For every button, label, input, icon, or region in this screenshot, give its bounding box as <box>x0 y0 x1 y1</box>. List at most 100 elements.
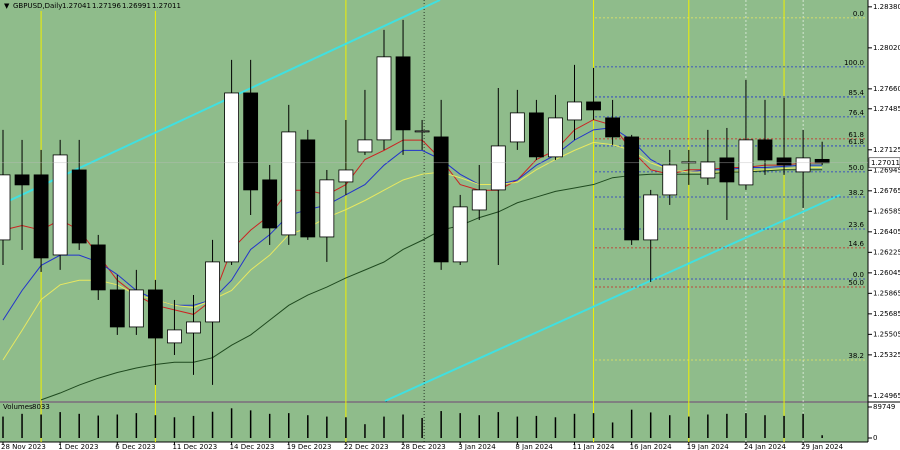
candle-body <box>414 130 430 133</box>
candle-body <box>567 101 582 121</box>
header-close: 1.27011 <box>152 2 181 10</box>
candle-body <box>243 92 259 191</box>
candle-body <box>395 56 411 131</box>
y-tick-label: 1.24965 <box>873 392 900 400</box>
candle-body <box>376 56 392 141</box>
fib-label: 100.0 <box>844 59 864 67</box>
candle-body <box>605 117 620 138</box>
candle-body <box>795 157 811 173</box>
candle-body <box>224 92 240 263</box>
fib-label: 14.6 <box>848 240 864 248</box>
fib-label: 0.0 <box>853 271 864 279</box>
candle-body <box>167 329 182 344</box>
x-tick-label: 3 Jan 2024 <box>458 443 496 450</box>
y-tick-label: 1.27485 <box>873 105 900 113</box>
candle-body <box>205 261 220 323</box>
candle-body <box>452 206 468 263</box>
x-tick-label: 24 Jan 2024 <box>744 443 787 450</box>
y-tick-label: 1.25865 <box>873 289 900 297</box>
candle-body <box>662 164 678 196</box>
candle-body <box>281 131 297 236</box>
y-tick-label: 1.26405 <box>873 228 900 236</box>
x-tick-label: 11 Jan 2024 <box>573 443 616 450</box>
fib-label: 76.4 <box>848 109 864 117</box>
x-tick-label: 19 Jan 2024 <box>687 443 730 450</box>
candle-body <box>643 194 659 241</box>
volume-tick-label: 89749 <box>873 403 895 411</box>
x-tick-label: 22 Dec 2023 <box>344 443 389 450</box>
candle-body <box>147 289 163 339</box>
y-tick-label: 1.26225 <box>873 248 900 256</box>
header-high: 1.27196 <box>92 2 121 10</box>
candle-body <box>128 289 144 328</box>
fib-label: 50.0 <box>848 279 864 287</box>
candle-body <box>471 189 487 211</box>
x-tick-label: 28 Dec 2023 <box>401 443 446 450</box>
y-tick-label: 1.27125 <box>873 146 900 154</box>
moving-average <box>40 169 823 401</box>
x-tick-label: 6 Dec 2023 <box>115 443 155 450</box>
candle-body <box>300 139 316 238</box>
header-bg <box>0 0 300 11</box>
y-tick-label: 1.25685 <box>873 310 900 318</box>
y-tick-label: 1.25505 <box>873 330 900 338</box>
x-tick-label: 19 Dec 2023 <box>287 443 332 450</box>
candle-body <box>814 158 830 164</box>
candle-body <box>738 139 754 186</box>
candle-body <box>33 174 49 259</box>
fib-label: 23.6 <box>848 221 864 229</box>
candle-body <box>109 289 125 328</box>
y-tick-label: 1.25325 <box>873 351 900 359</box>
x-tick-label: 16 Jan 2024 <box>630 443 673 450</box>
candle-body <box>357 139 373 153</box>
candle-body <box>0 174 11 241</box>
symbol-title: GBPUSD,Daily <box>13 2 62 10</box>
fib-label: 0.0 <box>853 10 864 18</box>
header-low: 1.26991 <box>122 2 151 10</box>
volume-panel <box>0 403 868 442</box>
candle-body <box>548 117 563 158</box>
y-tick-label: 1.28020 <box>873 44 900 52</box>
x-tick-label: 1 Dec 2023 <box>58 443 98 450</box>
candle-body <box>186 321 201 334</box>
x-tick-label: 8 Jan 2024 <box>515 443 553 450</box>
candle-body <box>262 179 278 229</box>
candle-body <box>624 136 640 241</box>
y-tick-label: 1.26045 <box>873 269 900 277</box>
volume-last: 8033 <box>32 403 50 411</box>
fib-label: 85.4 <box>848 89 864 97</box>
candle-body <box>776 157 792 166</box>
volume-tick-label: 0 <box>873 434 877 442</box>
y-tick-label: 1.28380 <box>873 3 900 11</box>
x-tick-label: 29 Jan 2024 <box>801 443 844 450</box>
fib-label: 61.8 <box>848 138 864 146</box>
x-tick-label: 11 Dec 2023 <box>172 443 217 450</box>
candle-body <box>338 169 354 183</box>
y-tick-label: 1.26945 <box>873 166 900 174</box>
candle-body <box>319 179 335 238</box>
candle-body <box>700 161 716 179</box>
fib-label: 38.2 <box>848 189 864 197</box>
candle-body <box>490 145 506 191</box>
candle-body <box>529 112 544 158</box>
fib-label: 38.2 <box>848 352 864 360</box>
candle-body <box>71 169 87 244</box>
candle-body <box>719 157 735 183</box>
candle-body <box>14 174 30 186</box>
y-tick-label: 1.26765 <box>873 187 900 195</box>
x-tick-label: 28 Nov 2023 <box>1 443 46 450</box>
fib-label: 50.0 <box>848 164 864 172</box>
x-tick-label: 14 Dec 2023 <box>230 443 275 450</box>
fib-label: 61.8 <box>848 131 864 139</box>
header-open: 1.27041 <box>62 2 91 10</box>
y-tick-label: 1.26585 <box>873 207 900 215</box>
candle-body <box>433 136 449 263</box>
candle-body <box>52 154 68 256</box>
candle-body <box>757 139 773 161</box>
y-tick-label: 1.27660 <box>873 85 900 93</box>
price-marker <box>868 157 900 169</box>
candle-body <box>509 112 525 143</box>
volume-title: Volumes <box>3 403 33 411</box>
header-arrow: ▼ <box>4 2 10 10</box>
